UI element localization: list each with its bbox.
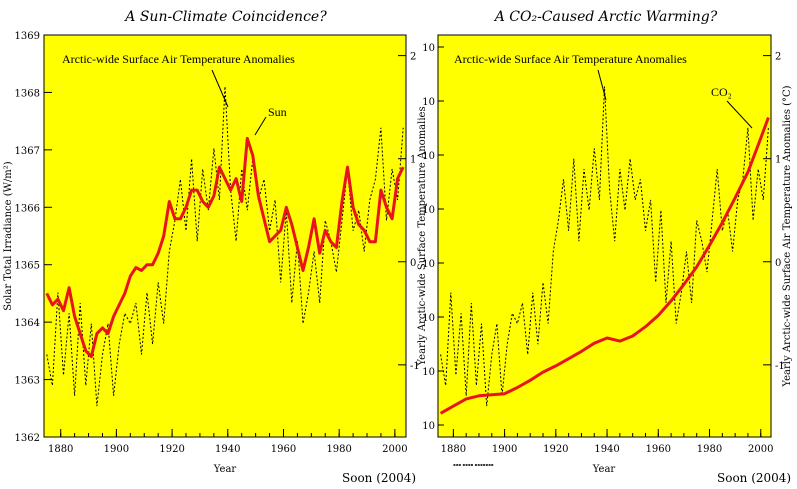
left-y-ticks: 1362 1363 1364 1365 1366 1367 1368 1369 <box>15 31 52 444</box>
right-y-left-tick-label: 10 <box>422 259 435 270</box>
left-y-right-tick-label: 1 <box>410 155 416 166</box>
left-x-tick-label: 1880 <box>48 444 73 455</box>
right-x-tick-label: 1960 <box>646 444 671 455</box>
left-y-tick-label: 1366 <box>15 203 40 214</box>
left-y-tick-label: 1369 <box>15 31 40 42</box>
left-chart: A Sun-Climate Coincidence? 1880 1900 1920 1… <box>3 9 420 485</box>
right-chart: A CO₂-Caused Arctic Warming? 1880 1900 192… <box>417 9 793 485</box>
right-temperature-annotation: Arctic-wide Surface Air Temperature Anom… <box>454 52 687 66</box>
right-footer-citation: Soon (2004) <box>717 471 791 485</box>
left-plot-area <box>43 34 407 438</box>
left-sun-pointer <box>254 116 267 136</box>
right-x-tick-label: 1920 <box>543 444 568 455</box>
right-y-left-tick-label: 10 <box>422 421 435 432</box>
right-y-right-axis-label: Yearly Arctic-wide Surface Air Temperatu… <box>782 85 793 387</box>
left-y-tick-label: 1362 <box>15 433 40 444</box>
left-series-layer <box>45 86 405 407</box>
right-x-tick-label: 1940 <box>594 444 619 455</box>
left-footer-citation: Soon (2004) <box>342 471 416 485</box>
left-y-axis-label: Solar Total Irradiance (W/m²) <box>3 161 14 310</box>
left-x-axis-label: Year <box>213 464 237 475</box>
left-x-tick-label: 1940 <box>215 444 240 455</box>
left-temperature-annotation: Arctic-wide Surface Air Temperature Anom… <box>62 52 295 66</box>
left-x-tick-label: 1980 <box>326 444 351 455</box>
left-chart-title: A Sun-Climate Coincidence? <box>123 9 327 25</box>
left-x-tick-label: 2000 <box>382 444 407 455</box>
right-x-tick-label: 1980 <box>697 444 722 455</box>
right-y-axis-label: Yearly Arctic-wide Surface Temperature A… <box>417 106 428 366</box>
right-series-temperature-line <box>440 86 769 407</box>
left-temperature-pointer <box>211 69 229 108</box>
left-x-tick-label: 1920 <box>159 444 184 455</box>
right-y-right-tick-label: 0 <box>775 258 781 269</box>
left-x-ticks: 1880 1900 1920 1940 1960 1980 2000 <box>48 429 408 455</box>
right-co2-annotation: CO₂ <box>711 85 732 99</box>
right-tiny-label: ▪▪▪ ▪▪▪▪ ▪▪▪▪▪▪▪ <box>453 462 494 467</box>
right-y-right-tick-label: 1 <box>775 155 781 166</box>
right-x-axis-label: Year <box>592 464 616 475</box>
right-x-ticks: 1880 1900 1920 1940 1960 1980 2000 <box>441 429 773 455</box>
right-temperature-pointer <box>597 69 607 101</box>
left-sun-annotation: Sun <box>268 105 287 119</box>
left-x-tick-label: 1900 <box>104 444 129 455</box>
right-co2-pointer <box>726 100 753 129</box>
right-y-right-tick-label: 2 <box>775 52 781 63</box>
right-y-left-tick-label: 10 <box>422 43 435 54</box>
left-series-temperature-line <box>46 86 404 407</box>
right-series-red-line <box>439 116 770 415</box>
right-y-right-ticks: -1 0 1 2 <box>763 52 785 372</box>
right-x-tick-label: 1880 <box>441 444 466 455</box>
right-y-left-tick-label: 10 <box>422 367 435 378</box>
right-y-left-ticks: 10 10 10 10 10 10 10 10 <box>422 43 444 432</box>
left-series-red-line <box>45 136 405 359</box>
right-chart-title: A CO₂-Caused Arctic Warming? <box>493 9 718 25</box>
right-y-left-tick-label: 10 <box>422 97 435 108</box>
left-y-tick-label: 1364 <box>15 318 40 329</box>
left-y-right-ticks: -1 0 1 2 <box>398 52 420 372</box>
left-y-right-tick-label: -1 <box>410 361 420 372</box>
left-y-right-tick-label: 2 <box>410 52 416 63</box>
left-y-tick-label: 1363 <box>15 376 40 387</box>
left-y-tick-label: 1365 <box>15 261 40 272</box>
right-x-tick-label: 1900 <box>492 444 517 455</box>
right-y-left-tick-label: 10 <box>422 313 435 324</box>
right-series-layer <box>439 86 770 415</box>
right-x-tick-label: 2000 <box>748 444 773 455</box>
left-x-tick-label: 1960 <box>271 444 296 455</box>
left-y-tick-label: 1368 <box>15 88 40 99</box>
left-y-tick-label: 1367 <box>15 146 40 157</box>
right-y-left-tick-label: 10 <box>422 205 435 216</box>
left-y-right-tick-label: 0 <box>410 258 416 269</box>
right-y-left-tick-label: 10 <box>422 151 435 162</box>
right-y-right-tick-label: -1 <box>775 361 785 372</box>
